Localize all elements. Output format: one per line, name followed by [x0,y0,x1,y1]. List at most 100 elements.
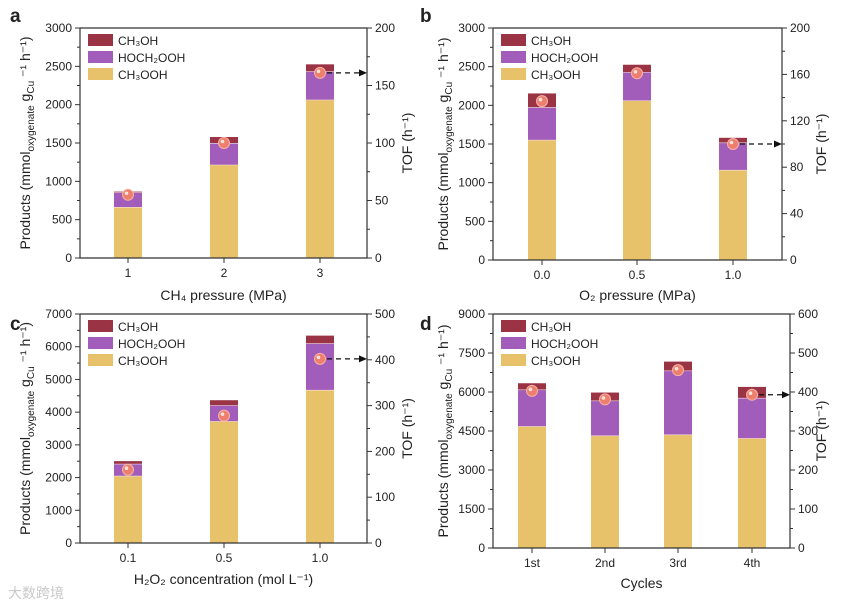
tof-arrow-head [774,140,782,148]
x-tick-label: 0.5 [216,551,233,565]
tof-arrow-head [782,391,790,399]
y-axis-label-part: ⁻¹ h⁻¹) [17,322,33,366]
y-tick-label: 3000 [45,21,72,35]
y2-tick-label: 0 [375,251,382,265]
y-tick-label: 2500 [458,60,485,74]
tof-point-highlight [124,191,129,196]
x-tick-label: 0.0 [534,268,551,282]
tof-point [631,67,643,80]
bar-ch3ooh [623,100,651,260]
bar-hoch2ooh [591,400,619,436]
y-axis-label-part: ⁻¹ h⁻¹) [17,36,33,80]
tof-point [314,352,326,365]
y2-tick-label: 80 [790,160,804,174]
y-tick-label: 6000 [458,385,485,399]
tof-point [599,393,611,406]
y2-tick-label: 100 [375,490,395,504]
bar-ch3ooh [114,475,142,543]
y2-axis-label: TOF (h⁻¹) [813,401,829,462]
tof-point [218,137,230,149]
x-tick-label: 1st [524,556,541,570]
y-axis-label-part: g [17,94,33,106]
panel-b: b 0.0 0.5 1.0 0 500 1000 1500 2000 2500 3000 0 40 80 1… [420,6,829,303]
y2-tick-label: 100 [798,502,818,516]
y-axis-label-part: g [435,95,451,107]
x-tick-label: 2 [221,266,228,280]
y-tick-label: 0 [65,536,72,550]
y2-tick-label: 120 [790,114,810,128]
y-axis-label-part: Products (mmol [17,151,33,249]
x-axis-label: Cycles [620,575,662,591]
y-tick-label: 1500 [458,502,485,516]
legend-swatch [88,68,113,80]
y-axis-label-subscript: Cu [26,366,37,379]
y-axis-label-subscript: Cu [444,82,455,95]
x-tick-label: 4th [744,556,761,570]
y-axis-label-subscript: oxygenate [444,393,455,440]
tof-point-highlight [674,366,679,371]
y2-tick-label: 100 [375,136,395,150]
tof-point [218,409,230,422]
y-tick-label: 1000 [458,176,485,190]
y2-tick-label: 600 [798,307,818,321]
y-axis-label-part: g [435,382,451,394]
tof-point [122,463,134,476]
tof-point-highlight [538,97,543,102]
legend-swatch [88,320,113,332]
legend-label: HOCH₂OOH [531,51,598,65]
y2-tick-label: 400 [798,385,818,399]
y2-tick-label: 500 [798,346,818,360]
y-axis-label-subscript: Cu [444,369,455,382]
bar-ch3ooh [306,389,334,543]
x-tick-label: 3 [317,266,324,280]
tof-point-highlight [220,412,225,416]
y-axis-label-part: Products (mmol [435,439,451,537]
y-tick-label: 3000 [458,21,485,35]
y-tick-label: 1000 [45,503,72,517]
bar-ch3oh [306,335,334,344]
tof-point-highlight [729,140,734,145]
y-tick-label: 3000 [45,438,72,452]
tof-point-highlight [633,69,638,74]
y-axis-label: Products (mmoloxygenate gCu ⁻¹ h⁻¹) [17,36,37,249]
tof-point-highlight [316,69,321,74]
x-tick-label: 1 [125,266,132,280]
legend-swatch [88,337,113,349]
y-tick-label: 500 [52,213,72,227]
bar-ch3ooh [306,99,334,258]
y2-tick-label: 40 [790,207,804,221]
x-tick-label: 1.0 [312,551,329,565]
bar-ch3ooh [738,438,766,548]
legend-label: CH₃OOH [531,68,581,82]
legend-swatch [501,51,526,63]
y2-tick-label: 0 [790,253,797,267]
legend-label: CH₃OH [118,320,158,334]
y-axis-label: Products (mmoloxygenate gCu ⁻¹ h⁻¹) [435,324,455,537]
legend-swatch [88,354,113,366]
legend-label: CH₃OH [531,34,571,48]
bar-ch3ooh [210,421,238,543]
y-tick-label: 2000 [45,471,72,485]
y2-tick-label: 300 [798,424,818,438]
y-axis-label-part: Products (mmol [435,152,451,250]
panel-letter: c [10,314,21,335]
bar-hoch2ooh [664,370,692,435]
y-axis-label-subscript: oxygenate [444,106,455,153]
y-tick-label: 1000 [45,174,72,188]
legend-label: HOCH₂OOH [531,337,598,351]
bar-hoch2ooh [738,397,766,439]
y-tick-label: 500 [465,214,485,228]
tof-arrow-head [359,69,367,77]
x-tick-label: 0.5 [629,268,646,282]
bar-ch3oh [114,461,142,464]
y2-tick-label: 0 [375,536,382,550]
tof-point [526,384,538,397]
tof-point-highlight [601,396,606,400]
y-axis-label-part: Products (mmol [17,437,33,535]
panel-letter: a [10,6,21,27]
bar-ch3ooh [719,169,747,260]
bar-hoch2ooh [210,143,238,165]
legend-label: CH₃OOH [118,354,168,368]
y-tick-label: 1500 [45,136,72,150]
